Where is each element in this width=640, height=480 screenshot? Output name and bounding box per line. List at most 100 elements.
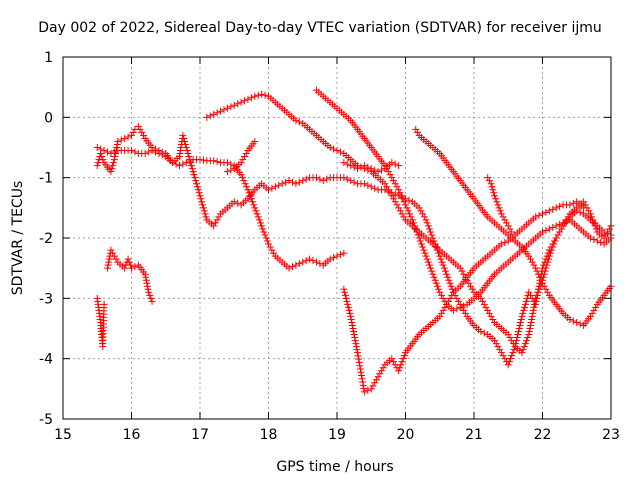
series-track-e [203, 90, 615, 357]
data-point-marker [191, 174, 199, 182]
data-point-marker [590, 306, 598, 314]
data-point-marker [456, 264, 464, 272]
data-point-marker [341, 288, 349, 296]
data-point-marker [270, 249, 278, 257]
data-point-marker [259, 225, 267, 233]
data-point-marker [143, 282, 151, 290]
data-point-marker [376, 370, 384, 378]
data-point-marker [341, 291, 349, 299]
data-point-marker [111, 153, 119, 161]
data-point-marker [514, 331, 522, 339]
data-point-marker [525, 252, 533, 260]
data-point-marker [549, 223, 557, 231]
data-point-marker [200, 207, 208, 215]
data-point-marker [544, 288, 552, 296]
data-point-marker [131, 263, 139, 271]
data-point-marker [213, 158, 221, 166]
data-point-marker [110, 156, 118, 164]
data-point-marker [333, 252, 341, 260]
data-point-marker [155, 150, 163, 158]
data-point-marker [399, 355, 407, 363]
data-point-marker [436, 252, 444, 260]
series-track-k [340, 159, 403, 176]
data-point-marker [268, 184, 276, 192]
data-point-marker [359, 381, 367, 389]
data-point-marker [504, 361, 512, 369]
data-point-marker [241, 153, 249, 161]
x-tick-label: 18 [260, 427, 278, 443]
data-point-marker [556, 220, 564, 228]
data-point-marker [340, 249, 348, 257]
data-point-marker [110, 148, 118, 156]
data-point-marker [223, 159, 231, 167]
data-point-marker [109, 249, 117, 257]
data-point-marker [449, 306, 457, 314]
data-point-marker [179, 131, 187, 139]
data-point-marker [295, 118, 303, 126]
data-point-marker [526, 325, 534, 332]
series-track-h [412, 125, 615, 329]
data-point-marker [494, 201, 502, 209]
data-point-marker [437, 291, 445, 299]
data-point-marker [421, 249, 429, 257]
data-point-marker [184, 150, 192, 158]
data-point-marker [355, 358, 363, 366]
data-point-marker [292, 261, 300, 269]
data-point-marker [576, 320, 584, 328]
data-point-marker [554, 231, 562, 239]
data-point-marker [275, 181, 283, 189]
data-point-marker [539, 279, 546, 287]
x-tick-label: 17 [191, 427, 209, 443]
x-tick-label: 20 [397, 427, 415, 443]
data-point-marker [388, 159, 396, 167]
data-point-marker [479, 297, 487, 305]
data-point-marker [358, 372, 366, 380]
data-point-marker [237, 98, 245, 106]
data-point-marker [340, 285, 348, 293]
data-point-marker [520, 306, 528, 314]
data-point-marker [521, 303, 529, 311]
data-point-marker [193, 180, 201, 188]
data-point-marker [423, 219, 431, 227]
data-point-marker [234, 100, 242, 108]
data-point-marker [411, 222, 419, 230]
data-point-marker [333, 147, 341, 155]
data-point-marker [251, 204, 259, 212]
data-point-marker [360, 385, 368, 393]
data-point-marker [383, 183, 391, 191]
data-point-marker [243, 183, 251, 191]
data-point-marker [467, 282, 475, 290]
data-point-marker [508, 228, 516, 236]
data-point-marker [540, 282, 548, 290]
data-point-marker [239, 156, 247, 164]
data-point-marker [539, 210, 546, 218]
data-point-marker [501, 239, 509, 247]
data-point-marker [509, 349, 517, 357]
data-point-marker [371, 184, 379, 192]
x-tick-label: 21 [465, 427, 483, 443]
data-point-marker [415, 204, 423, 212]
data-point-marker [557, 225, 565, 233]
data-point-marker [460, 302, 468, 310]
data-point-marker [199, 204, 207, 212]
data-point-marker [444, 273, 452, 281]
data-point-marker [492, 340, 500, 348]
data-point-marker [480, 300, 488, 308]
data-point-marker [247, 94, 255, 102]
data-point-marker [343, 175, 351, 183]
data-point-marker [357, 368, 365, 376]
data-point-marker [364, 386, 372, 394]
data-point-marker [255, 216, 263, 224]
data-point-marker [391, 190, 399, 198]
data-point-marker [477, 328, 485, 336]
data-point-marker [175, 162, 183, 170]
data-point-marker [437, 309, 445, 317]
data-point-marker [497, 349, 505, 357]
data-point-marker [244, 95, 252, 103]
data-point-marker [445, 276, 453, 284]
data-point-marker [326, 255, 334, 263]
data-point-marker [251, 137, 259, 145]
data-point-marker [424, 258, 432, 266]
data-point-marker [545, 225, 553, 233]
data-point-marker [203, 113, 211, 121]
